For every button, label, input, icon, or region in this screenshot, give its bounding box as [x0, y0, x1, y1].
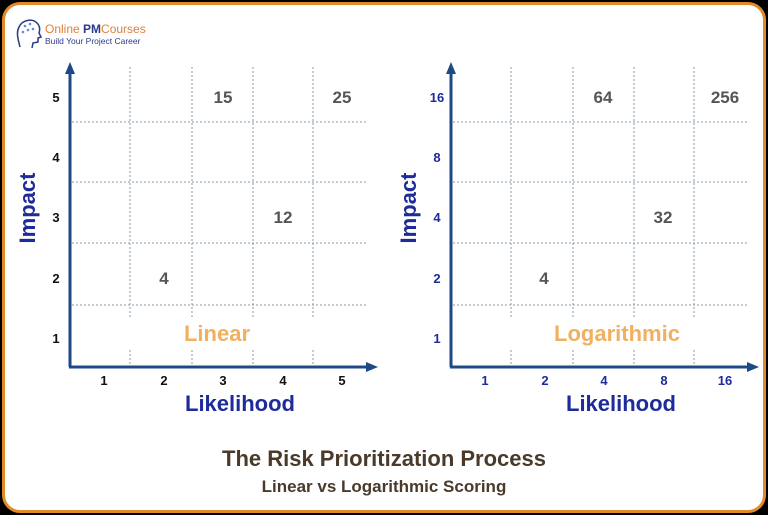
x-tick-label: 2	[160, 373, 167, 388]
title: The Risk Prioritization Process	[222, 446, 546, 471]
y-tick-label: 3	[52, 210, 59, 225]
x-tick-label: 4	[600, 373, 608, 388]
y-tick-label: 1	[433, 331, 440, 346]
y-tick-label: 2	[433, 271, 440, 286]
x-tick-label: 1	[100, 373, 107, 388]
x-tick-label: 8	[660, 373, 667, 388]
x-axis-arrow-icon	[366, 362, 378, 372]
cell-value: 256	[711, 88, 739, 107]
y-tick-label: 8	[433, 150, 440, 165]
y-tick-label: 4	[52, 150, 60, 165]
x-tick-label: 3	[219, 373, 226, 388]
x-tick-label: 16	[718, 373, 732, 388]
head-logo-icon	[16, 19, 42, 49]
y-tick-label: 1	[52, 331, 59, 346]
cell-value: 4	[539, 269, 549, 288]
x-axis-arrow-icon	[747, 362, 759, 372]
cell-value: 12	[274, 208, 293, 227]
y-tick-label: 4	[433, 210, 441, 225]
x-tick-label: 1	[481, 373, 488, 388]
y-tick-label: 16	[430, 90, 444, 105]
x-tick-label: 4	[279, 373, 287, 388]
y-axis-title: Impact	[396, 172, 421, 244]
x-axis-title: Likelihood	[185, 391, 295, 416]
cell-value: 4	[159, 269, 169, 288]
y-tick-label: 5	[52, 90, 59, 105]
logo: Online PMCourses Build Your Project Care…	[16, 17, 146, 51]
scale-name: Linear	[184, 321, 250, 346]
scale-name: Logarithmic	[554, 321, 680, 346]
y-tick-label: 2	[52, 271, 59, 286]
cell-value: 25	[333, 88, 352, 107]
x-tick-label: 5	[338, 373, 345, 388]
x-tick-label: 2	[541, 373, 548, 388]
x-axis-title: Likelihood	[566, 391, 676, 416]
y-axis-title: Impact	[15, 172, 40, 244]
cell-value: 15	[214, 88, 233, 107]
cell-value: 64	[594, 88, 613, 107]
cell-value: 32	[654, 208, 673, 227]
y-axis-arrow-icon	[65, 62, 75, 74]
subtitle: Linear vs Logarithmic Scoring	[262, 477, 507, 496]
y-axis-arrow-icon	[446, 62, 456, 74]
